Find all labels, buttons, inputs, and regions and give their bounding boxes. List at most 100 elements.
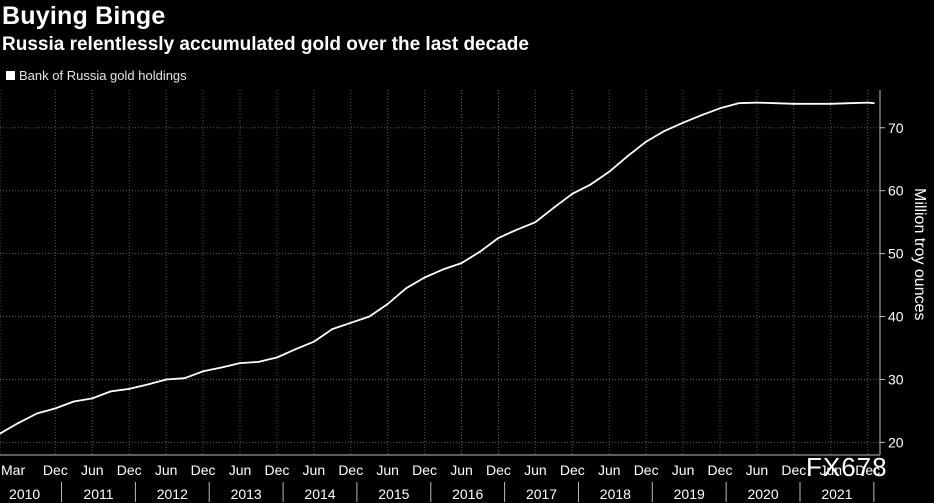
x-tick-label: Dec — [560, 462, 585, 478]
x-tick-label: Jun — [819, 462, 842, 478]
data-point — [516, 228, 518, 231]
x-year-label: 2019 — [674, 486, 705, 502]
data-point — [497, 236, 500, 239]
data-point — [872, 102, 875, 105]
data-point — [866, 101, 869, 104]
x-tick-label: Dec — [634, 462, 659, 478]
data-point — [165, 378, 168, 381]
x-year-label: 2013 — [231, 486, 262, 502]
data-point — [423, 276, 426, 279]
data-point — [72, 400, 75, 403]
data-point — [552, 206, 555, 209]
legend: Bank of Russia gold holdings — [6, 68, 187, 83]
data-point — [571, 192, 574, 195]
x-tick-label: Dec — [191, 462, 216, 478]
x-year-label: 2017 — [526, 486, 557, 502]
data-point — [792, 102, 795, 105]
data-point — [368, 315, 371, 318]
data-point — [774, 102, 777, 105]
x-tick-label: Dec — [781, 462, 806, 478]
data-point — [36, 412, 38, 415]
y-tick-label: 60 — [888, 183, 904, 199]
data-point — [17, 422, 20, 424]
data-point — [645, 140, 648, 143]
x-tick-label: Jun — [450, 462, 473, 478]
data-point — [349, 321, 352, 324]
data-point — [386, 303, 389, 305]
x-tick-label: Mar — [1, 462, 25, 478]
data-point — [146, 383, 149, 386]
x-year-label: 2018 — [600, 486, 631, 502]
y-tick-label: 40 — [888, 309, 904, 325]
data-point — [719, 107, 721, 110]
data-point — [682, 121, 684, 124]
x-tick-label: Dec — [117, 462, 142, 478]
x-year-label: 2016 — [452, 486, 483, 502]
data-point — [811, 102, 814, 105]
y-tick-label: 20 — [888, 434, 904, 450]
x-tick-label: Jun — [598, 462, 621, 478]
x-year-label: 2020 — [747, 486, 778, 502]
x-tick-label: Dec — [264, 462, 289, 478]
data-point — [700, 114, 703, 117]
data-point — [331, 328, 334, 331]
x-tick-label: Dec — [486, 462, 511, 478]
x-tick-label: Jun — [155, 462, 178, 478]
data-point — [183, 377, 186, 380]
data-point — [534, 221, 537, 224]
data-point — [737, 102, 740, 105]
data-point — [405, 287, 408, 290]
y-tick-label: 50 — [888, 246, 904, 262]
data-point — [109, 390, 112, 393]
data-point — [220, 366, 223, 369]
x-tick-label: Dec — [708, 462, 733, 478]
x-tick-label: Jun — [81, 462, 104, 478]
y-tick-label: 70 — [888, 120, 904, 136]
x-year-label: 2010 — [9, 486, 40, 502]
x-tick-label: Jun — [524, 462, 547, 478]
data-point — [756, 101, 758, 104]
data-point — [589, 183, 592, 186]
chart-subtitle: Russia relentlessly accumulated gold ove… — [2, 34, 529, 55]
data-point — [239, 362, 241, 365]
x-year-label: 2014 — [304, 486, 335, 502]
x-tick-label: Jun — [746, 462, 769, 478]
x-tick-label: Jun — [303, 462, 326, 478]
watermark: FX678 — [806, 452, 888, 482]
y-tick-label: 30 — [888, 371, 904, 387]
series-line-gold-holdings — [0, 101, 874, 435]
x-year-label: 2011 — [83, 486, 113, 502]
data-point — [848, 102, 851, 105]
data-point — [0, 432, 1, 435]
x-tick-label: Dec — [412, 462, 437, 478]
data-point — [91, 397, 94, 400]
x-tick-label: Jun — [672, 462, 695, 478]
data-point — [442, 268, 444, 271]
data-point — [608, 170, 611, 173]
x-year-label: 2012 — [157, 486, 188, 502]
data-point — [128, 388, 131, 390]
legend-swatch — [6, 71, 15, 80]
data-point — [829, 102, 832, 105]
legend-label: Bank of Russia gold holdings — [19, 68, 187, 83]
x-year-label: 2021 — [821, 486, 852, 502]
x-tick-label: Jun — [376, 462, 399, 478]
data-point — [626, 155, 629, 157]
x-tick-label: Dec — [855, 462, 880, 478]
data-point — [663, 130, 666, 132]
data-point — [294, 348, 297, 351]
x-tick-label: Jun — [229, 462, 252, 478]
data-point — [312, 340, 315, 343]
data-point — [257, 360, 260, 363]
x-tick-label: Dec — [338, 462, 363, 478]
data-point — [276, 356, 278, 359]
x-tick-label: Dec — [43, 462, 68, 478]
y-axis-label: Million troy ounces — [911, 188, 928, 321]
data-point — [479, 250, 481, 253]
data-point — [460, 262, 463, 264]
data-point — [54, 407, 57, 410]
data-point — [202, 370, 204, 373]
x-year-label: 2015 — [378, 486, 409, 502]
chart-title: Buying Binge — [2, 2, 166, 30]
